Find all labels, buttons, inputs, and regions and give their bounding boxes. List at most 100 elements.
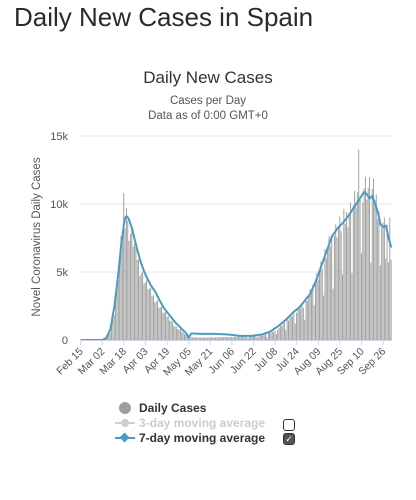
daily-cases-bar[interactable]: [179, 329, 181, 340]
daily-cases-bar[interactable]: [305, 297, 307, 340]
daily-cases-bar[interactable]: [363, 188, 365, 340]
daily-cases-bar[interactable]: [190, 337, 192, 340]
daily-cases-bar[interactable]: [262, 335, 264, 340]
daily-cases-bar[interactable]: [220, 336, 222, 340]
daily-cases-bar[interactable]: [283, 320, 285, 340]
daily-cases-bar[interactable]: [224, 336, 226, 340]
daily-cases-bar[interactable]: [385, 258, 387, 340]
daily-cases-bar[interactable]: [124, 228, 126, 340]
daily-cases-bar[interactable]: [301, 304, 303, 340]
daily-cases-bar[interactable]: [139, 275, 141, 340]
daily-cases-bar[interactable]: [171, 321, 173, 340]
daily-cases-bar[interactable]: [156, 300, 158, 340]
daily-cases-bar[interactable]: [221, 337, 223, 340]
daily-cases-bar[interactable]: [288, 320, 289, 340]
daily-cases-bar[interactable]: [278, 327, 280, 340]
daily-cases-bar[interactable]: [251, 336, 253, 340]
daily-cases-bar[interactable]: [242, 336, 244, 340]
daily-cases-bar[interactable]: [389, 217, 391, 340]
daily-cases-bar[interactable]: [366, 199, 368, 340]
daily-cases-bar[interactable]: [243, 337, 245, 340]
daily-cases-bar[interactable]: [358, 149, 360, 340]
daily-cases-bar[interactable]: [182, 332, 184, 340]
daily-cases-bar[interactable]: [174, 326, 176, 340]
daily-cases-bar[interactable]: [271, 331, 273, 340]
daily-cases-bar[interactable]: [286, 318, 288, 340]
daily-cases-bar[interactable]: [296, 312, 298, 340]
daily-cases-bar[interactable]: [282, 323, 284, 340]
daily-cases-bar[interactable]: [209, 337, 211, 340]
daily-cases-bar[interactable]: [136, 259, 138, 340]
daily-cases-bar[interactable]: [300, 308, 302, 340]
daily-cases-bar[interactable]: [390, 259, 392, 340]
daily-cases-bar[interactable]: [239, 336, 241, 340]
daily-cases-bar[interactable]: [382, 222, 384, 340]
daily-cases-bar[interactable]: [167, 316, 169, 340]
daily-cases-bar[interactable]: [331, 234, 333, 340]
daily-cases-bar[interactable]: [371, 188, 373, 340]
daily-cases-bar[interactable]: [175, 326, 177, 340]
daily-cases-bar[interactable]: [364, 176, 366, 340]
daily-cases-bar[interactable]: [297, 309, 299, 340]
daily-cases-bar[interactable]: [323, 295, 325, 340]
daily-cases-bar[interactable]: [275, 334, 277, 340]
daily-cases-bar[interactable]: [247, 338, 249, 340]
daily-cases-bar[interactable]: [125, 208, 127, 340]
daily-cases-bar[interactable]: [346, 211, 348, 340]
daily-cases-bar[interactable]: [320, 261, 322, 340]
daily-cases-bar[interactable]: [151, 296, 153, 341]
daily-cases-bar[interactable]: [146, 279, 148, 340]
daily-cases-bar[interactable]: [310, 292, 312, 340]
daily-cases-bar[interactable]: [255, 336, 257, 340]
daily-cases-bar[interactable]: [377, 218, 379, 340]
daily-cases-bar[interactable]: [263, 334, 265, 340]
daily-cases-bar[interactable]: [108, 333, 110, 340]
daily-cases-bar[interactable]: [273, 332, 275, 340]
daily-cases-bar[interactable]: [321, 268, 323, 340]
daily-cases-bar[interactable]: [324, 249, 326, 340]
daily-cases-bar[interactable]: [225, 337, 227, 340]
daily-cases-bar[interactable]: [154, 302, 156, 340]
daily-cases-bar[interactable]: [312, 285, 314, 340]
daily-cases-bar[interactable]: [327, 247, 329, 340]
daily-cases-bar[interactable]: [375, 194, 377, 340]
daily-cases-bar[interactable]: [373, 178, 375, 340]
daily-cases-bar[interactable]: [152, 294, 154, 340]
daily-cases-bar[interactable]: [244, 336, 246, 340]
daily-cases-bar[interactable]: [117, 279, 119, 340]
daily-cases-bar[interactable]: [127, 220, 129, 340]
daily-cases-bar[interactable]: [192, 337, 194, 341]
daily-cases-bar[interactable]: [212, 337, 214, 340]
daily-cases-bar[interactable]: [143, 283, 145, 340]
daily-cases-bar[interactable]: [315, 281, 316, 340]
seven-day-average-line[interactable]: [80, 190, 393, 341]
daily-cases-bar[interactable]: [277, 330, 279, 340]
daily-cases-bar[interactable]: [186, 335, 188, 340]
daily-cases-bar[interactable]: [169, 320, 171, 340]
daily-cases-bar[interactable]: [336, 237, 338, 340]
daily-cases-bar[interactable]: [120, 236, 122, 340]
daily-cases-bar[interactable]: [116, 289, 118, 340]
daily-cases-bar[interactable]: [161, 306, 162, 340]
daily-cases-bar[interactable]: [308, 295, 310, 340]
daily-cases-bar[interactable]: [298, 305, 300, 340]
daily-cases-bar[interactable]: [140, 273, 142, 340]
daily-cases-bar[interactable]: [290, 314, 292, 340]
daily-cases-bar[interactable]: [347, 227, 349, 340]
daily-cases-bar[interactable]: [369, 177, 370, 340]
daily-cases-bar[interactable]: [386, 224, 388, 340]
daily-cases-bar[interactable]: [208, 337, 210, 340]
daily-cases-bar[interactable]: [337, 226, 339, 340]
daily-cases-bar[interactable]: [356, 192, 358, 340]
daily-cases-bar[interactable]: [359, 196, 361, 340]
daily-cases-bar[interactable]: [362, 202, 364, 340]
daily-cases-bar[interactable]: [138, 259, 140, 340]
daily-cases-bar[interactable]: [309, 289, 311, 340]
daily-cases-bar[interactable]: [351, 273, 353, 340]
daily-cases-bar[interactable]: [269, 332, 271, 340]
daily-cases-bar[interactable]: [281, 326, 283, 340]
daily-cases-bar[interactable]: [306, 301, 308, 340]
daily-cases-bar[interactable]: [378, 211, 380, 340]
daily-cases-bar[interactable]: [165, 311, 167, 340]
daily-cases-bar[interactable]: [204, 337, 206, 340]
